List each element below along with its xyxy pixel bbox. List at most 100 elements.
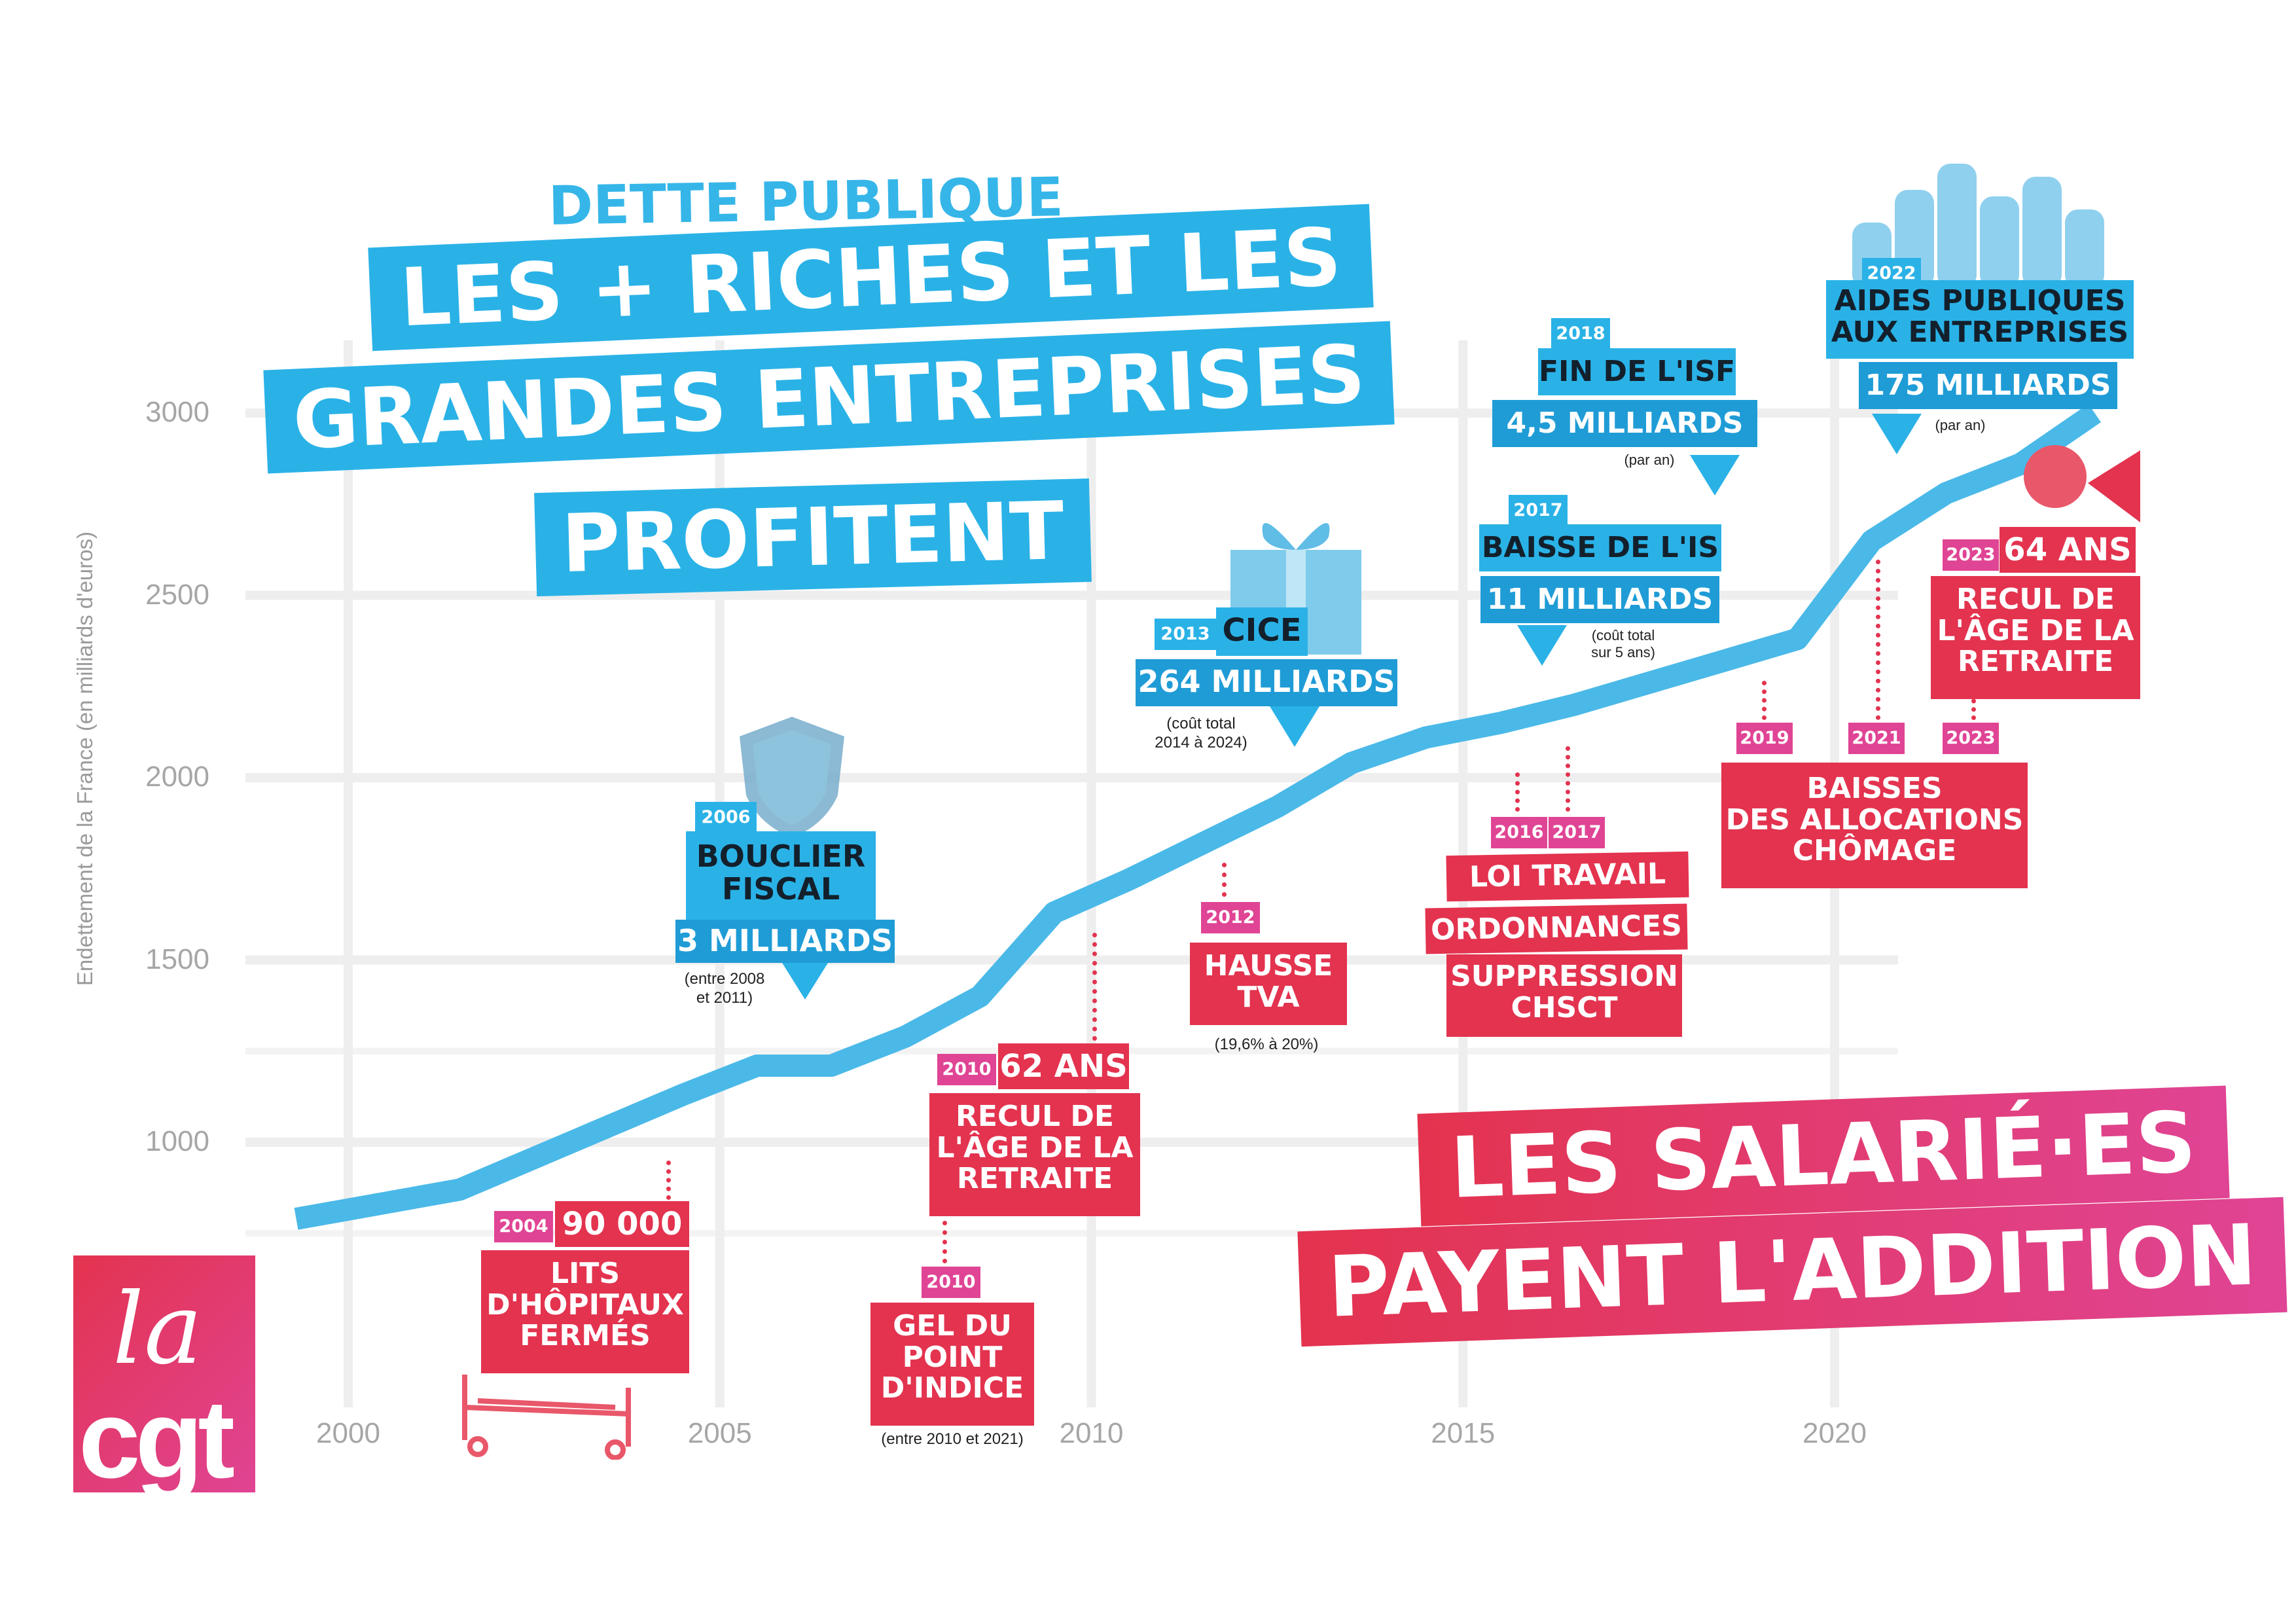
gel-line-3: D'INDICE [880,1371,1024,1405]
isf-amount: 4,5 MILLIARDS [1492,400,1757,447]
bouclier-note-2: et 2011) [696,988,753,1007]
x-tick-label: 2005 [687,1417,752,1449]
hopitaux-line-2: D'HÔPITAUX [486,1288,684,1322]
x-tick-label: 2020 [1803,1417,1867,1449]
pointer-arrow [1517,625,1567,666]
logo-text-cgt: cgt [79,1377,235,1492]
retraite2023-line-1: RECUL DE [1956,583,2115,616]
chsct-line-2: CHSCT [1511,990,1618,1024]
year-badge: 2017 [1549,817,1605,848]
aides-amount: 175 MILLIARDS [1859,362,2117,409]
year-badge: 2023 [1943,539,1999,571]
y-tick-label: 1500 [145,943,209,975]
megaphone-icon [2024,445,2140,522]
aides-line-1: AIDES PUBLIQUES [1834,284,2126,317]
loi-travail: LOI TRAVAIL [1446,851,1689,902]
bouclier-line-1: BOUCLIER [696,839,866,874]
logo-text-la: la [113,1272,203,1386]
dotted-connector [942,1221,947,1263]
is-amount: 11 MILLIARDS [1480,576,1719,623]
retraite2010-label: RECUL DE L'ÂGE DE LA RETRAITE [929,1093,1140,1216]
year-badge: 2006 [695,802,757,833]
retraite2010-amount: 62 ANS [998,1043,1129,1089]
tva-line-1: HAUSSE [1204,949,1333,983]
is-label: BAISSE DE L'IS [1479,524,1721,571]
bouclier-label: BOUCLIER FISCAL [686,831,876,923]
isf-note: (par an) [1624,452,1675,468]
year-badge: 2021 [1848,723,1905,754]
hopitaux-line-1: LITS [550,1257,620,1290]
retraite2010-line-3: RETRAITE [956,1162,1113,1196]
x-tick-label: 2015 [1431,1417,1496,1449]
aides-note: (par an) [1935,417,1986,433]
chomage-line-1: BAISSES [1806,772,1943,805]
year-badge: 2016 [1491,817,1547,848]
hopitaux-amount: 90 000 [555,1201,689,1247]
pointer-arrow [1270,706,1319,747]
dotted-connector [1092,933,1097,1041]
year-badge: 2010 [922,1267,980,1298]
chsct-line-1: SUPPRESSION [1450,960,1678,993]
headline-line-3: PROFITENT [534,478,1092,597]
gel-line-2: POINT [902,1340,1003,1374]
dotted-connector [666,1161,671,1200]
is-note: (coût total sur 5 ans) [1577,627,1669,662]
cgt-logo: la cgt [73,1255,255,1492]
bouclier-amount: 3 MILLIARDS [675,920,895,963]
cice-note-2: 2014 à 2024) [1155,733,1247,751]
chomage-line-2: DES ALLOCATIONS [1725,803,2024,837]
year-badge: 2004 [494,1211,553,1242]
retraite2023-line-2: L'ÂGE DE LA [1937,613,2134,647]
shield-icon [740,717,844,838]
pointer-arrow [782,963,828,1000]
tva-line-2: TVA [1237,980,1300,1014]
retraite2023-label: RECUL DE L'ÂGE DE LA RETRAITE [1931,576,2140,699]
year-badge: 2012 [1201,902,1260,933]
dotted-connector [1515,772,1520,812]
pointer-arrow [1872,414,1922,454]
year-badge: 2010 [937,1054,996,1085]
cice-note: (coût total 2014 à 2024) [1136,715,1266,753]
suppression-chsct: SUPPRESSION CHSCT [1446,954,1682,1037]
hopitaux-line-3: FERMÉS [520,1319,651,1353]
y-tick-label: 2000 [145,761,209,793]
year-badge: 2013 [1155,619,1216,650]
y-tick-label: 1000 [145,1125,209,1157]
aides-line-2: AUX ENTREPRISES [1831,315,2129,349]
aides-label: AIDES PUBLIQUES AUX ENTREPRISES [1826,280,2134,359]
x-tick-label: 2000 [316,1417,380,1449]
year-badge: 2018 [1551,318,1610,350]
year-badge: 2023 [1943,723,1999,754]
y-tick-label: 2500 [145,578,209,611]
dotted-connector [1222,863,1227,897]
chomage-line-3: CHÔMAGE [1792,834,1957,868]
cice-amount: 264 MILLIARDS [1136,659,1397,706]
gel-line-1: GEL DU [893,1309,1012,1343]
chomage-label: BAISSES DES ALLOCATIONS CHÔMAGE [1721,763,2028,888]
cice-label: CICE [1216,607,1308,656]
bouclier-note: (entre 2008 et 2011) [662,970,787,1008]
is-note-2: sur 5 ans) [1591,644,1655,661]
x-tick-label: 2010 [1059,1417,1124,1449]
year-badge: 2017 [1509,495,1568,526]
is-note-1: (coût total [1591,627,1655,643]
hospital-bed-icon [462,1375,631,1460]
cice-note-1: (coût total [1166,715,1236,732]
isf-label: FIN DE L'ISF [1538,348,1736,395]
bouclier-note-1: (entre 2008 [684,970,765,988]
gel-note: (entre 2010 et 2021) [881,1430,1024,1448]
dotted-connector [1971,691,1976,720]
dotted-connector [1876,560,1880,720]
tva-label: HAUSSE TVA [1190,943,1347,1025]
bouclier-line-2: FISCAL [721,871,840,907]
tva-note: (19,6% à 20%) [1214,1036,1319,1053]
coins-icon [1852,164,2104,288]
ordonnances: ORDONNANCES [1425,903,1688,954]
retraite2010-line-1: RECUL DE [956,1100,1114,1133]
y-axis-label: Endettement de la France (en milliards d… [73,531,97,986]
year-badge: 2019 [1736,723,1793,754]
dotted-connector [1566,746,1570,812]
retraite2010-line-2: L'ÂGE DE LA [936,1130,1134,1164]
dotted-connector [1762,681,1767,720]
